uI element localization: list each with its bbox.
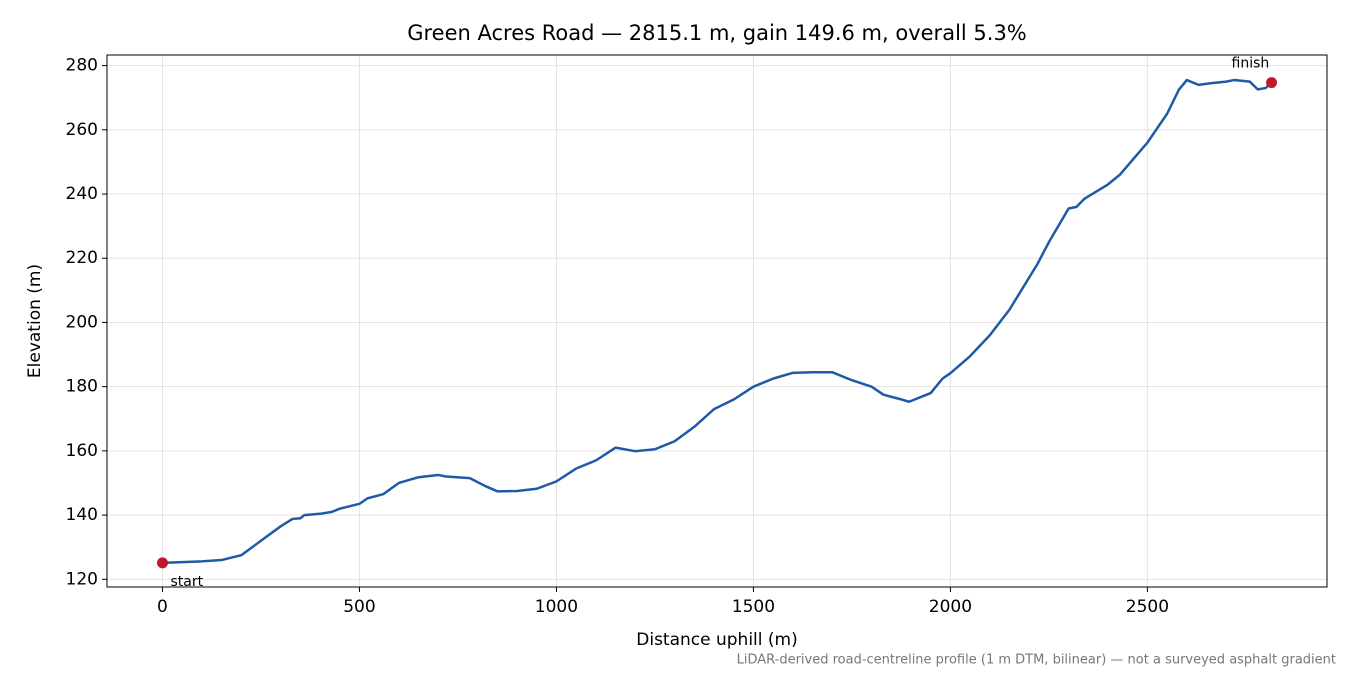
y-tick-label: 240 bbox=[66, 184, 98, 204]
y-tick-label: 200 bbox=[66, 312, 98, 332]
x-tick-label: 1000 bbox=[535, 597, 578, 617]
x-tick-label: 1500 bbox=[732, 597, 775, 617]
footnote: LiDAR-derived road-centreline profile (1… bbox=[737, 653, 1336, 668]
plot-frame bbox=[106, 54, 1328, 588]
endpoint-marker bbox=[156, 557, 168, 569]
y-tick-label: 120 bbox=[66, 569, 98, 589]
x-tick-label: 500 bbox=[343, 597, 375, 617]
y-axis-label: Elevation (m) bbox=[25, 264, 45, 378]
y-tick-label: 280 bbox=[66, 56, 98, 76]
y-tick-label: 160 bbox=[66, 441, 98, 461]
y-tick-label: 180 bbox=[66, 377, 98, 397]
x-tick-label: 2000 bbox=[929, 597, 972, 617]
y-tick-label: 140 bbox=[66, 505, 98, 525]
y-tick-label: 260 bbox=[66, 120, 98, 140]
x-tick-label: 0 bbox=[157, 597, 168, 617]
endpoint-marker bbox=[1266, 77, 1278, 89]
x-tick-label: 2500 bbox=[1126, 597, 1169, 617]
y-tick-label: 220 bbox=[66, 248, 98, 268]
endpoint-label: start bbox=[170, 574, 203, 590]
elevation-line bbox=[162, 78, 1273, 565]
chart-title: Green Acres Road — 2815.1 m, gain 149.6 … bbox=[407, 21, 1027, 45]
endpoint-label: finish bbox=[1232, 56, 1270, 72]
x-axis-label: Distance uphill (m) bbox=[636, 630, 797, 650]
